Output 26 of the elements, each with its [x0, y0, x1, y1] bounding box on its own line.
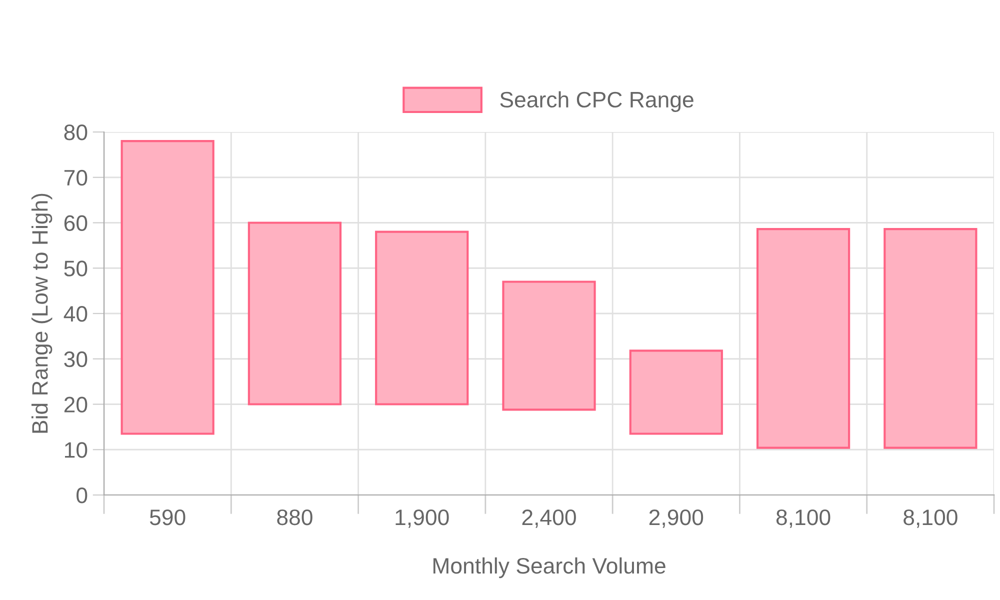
y-tick-label: 40 — [64, 306, 88, 322]
bar — [884, 228, 978, 449]
x-tick-label: 590 — [150, 509, 186, 526]
x-tick-label: 1,900 — [396, 509, 449, 528]
y-tick-label: 60 — [64, 215, 88, 232]
bar — [502, 280, 596, 411]
x-tick-label: 2,400 — [522, 509, 576, 528]
x-tick-label: 8,100 — [776, 509, 830, 528]
x-tick-label: 2,900 — [649, 509, 704, 528]
y-tick-label: 20 — [64, 396, 88, 413]
bar — [120, 140, 214, 435]
bar — [629, 350, 723, 435]
y-tick-label: 10 — [65, 442, 88, 458]
x-tick-label: 8,100 — [904, 509, 958, 528]
y-tick-label: 30 — [64, 351, 88, 368]
y-tick-label: 50 — [64, 260, 88, 276]
bar — [248, 222, 342, 406]
y-tick-label: 0 — [76, 488, 88, 504]
x-axis-title: Monthly Search Volume — [433, 557, 666, 578]
y-axis-title: Bid Range (Low to High) — [31, 194, 52, 433]
y-tick-label: 80 — [64, 124, 88, 140]
y-tick-label: 70 — [64, 170, 88, 186]
bar — [375, 230, 469, 406]
bar — [756, 228, 850, 449]
x-tick-label: 880 — [277, 509, 312, 526]
legend-label: Search CPC Range — [500, 91, 694, 112]
